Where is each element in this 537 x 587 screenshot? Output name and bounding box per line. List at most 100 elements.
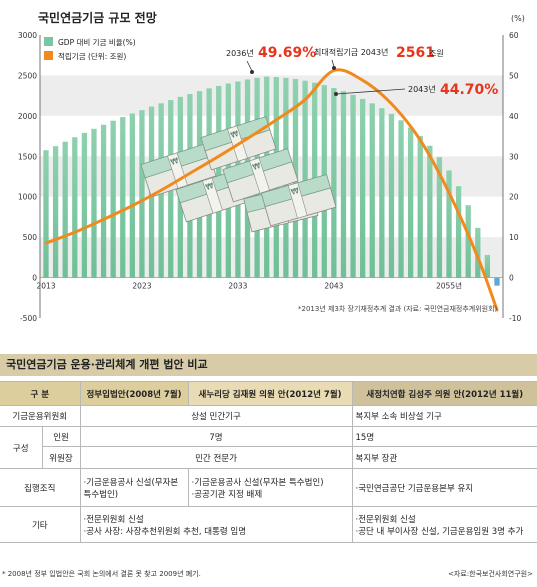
annotation-peak-value: 2561 — [396, 45, 435, 61]
bar — [62, 141, 68, 278]
bar — [81, 132, 88, 278]
legend-swatch-line — [44, 51, 53, 60]
bar — [331, 87, 337, 278]
bar — [407, 127, 414, 278]
right-tick-label: 40 — [509, 112, 519, 121]
bar — [360, 98, 366, 278]
right-tick-label: 60 — [509, 31, 519, 40]
x-axis: 2013 2023 2033 2043 2055년 — [36, 281, 462, 291]
bar — [302, 80, 308, 278]
bar — [379, 108, 385, 278]
won-sign: ₩ — [169, 156, 179, 167]
table-header: 구 분 — [0, 381, 81, 406]
table-row: 위원장 민간 전문가 복지부 장관 — [0, 446, 537, 469]
x-tick-label: 2013 — [36, 282, 55, 291]
legend: GDP 대비 기금 비율(%) 적립기금 (단위: 조원) — [44, 37, 136, 61]
row-label: 위원장 — [41, 446, 81, 469]
table-cell: 복지부 소속 비상설 기구 — [351, 405, 537, 427]
table-cell: ·기금운용공사 신설(무자본 특수법인) — [79, 468, 189, 507]
row-label: 기타 — [0, 506, 81, 543]
annotation-peak: 최대적립기금 2043년 2561 조원 — [314, 45, 444, 70]
table-row: 구성 인원 7명 15명 — [0, 426, 537, 469]
bar — [484, 254, 491, 278]
bar — [436, 157, 443, 278]
won-sign: ₩ — [204, 181, 214, 192]
bar — [398, 120, 404, 278]
table-header: 정부입법안(2008년 7월) — [79, 381, 189, 406]
bar — [139, 110, 145, 278]
annotation-peak-label: 최대적립기금 2043년 — [314, 47, 388, 57]
table-cell: 민간 전문가 — [79, 446, 353, 469]
table-title: 국민연금기금 운용·관리체계 개편 법안 비교 — [0, 354, 537, 376]
bar — [465, 205, 471, 278]
bar — [91, 128, 97, 278]
table-cell: 7명 — [79, 426, 353, 447]
left-tick-label: 2500 — [18, 71, 37, 80]
table-cell: ·전문위원회 신설 ·공사 사장: 사장추천위원회 추천, 대통령 임명 — [79, 506, 353, 543]
money-bundle: ₩ — [222, 148, 299, 203]
bundle-band — [202, 177, 223, 214]
legend-swatch-bar — [44, 37, 53, 46]
left-axis: 3000 2500 2000 1500 1000 500 0 -500 — [18, 31, 37, 323]
table-cell: 15명 — [351, 426, 537, 447]
bar — [350, 94, 356, 278]
row-label: 기금운용위원회 — [0, 405, 81, 427]
table-row: 집행조직 ·기금운용공사 신설(무자본 특수법인) ·기금운용공사 신설(무자본… — [0, 468, 537, 507]
right-tick-label: 10 — [509, 233, 519, 242]
left-tick-label: 3000 — [18, 31, 37, 40]
bar — [427, 145, 433, 278]
left-tick-label: 1500 — [18, 152, 37, 161]
x-tick-label: 2055년 — [436, 281, 462, 291]
grid-band — [40, 237, 503, 278]
money-bundle: ₩ — [200, 116, 277, 171]
table-source: <자료:한국보건사회연구원> — [448, 570, 533, 578]
left-tick-label: 1000 — [18, 193, 37, 202]
x-tick-label: 2043 — [324, 282, 343, 291]
won-sign: ₩ — [251, 161, 261, 172]
table-header-row: 구 분 정부입법안(2008년 7월) 새누리당 김재원 의원 안(2012년 … — [0, 381, 537, 406]
right-tick-label: 30 — [509, 152, 519, 161]
table-header: 새누리당 김재원 의원 안(2012년 7월) — [187, 381, 353, 406]
bar — [129, 113, 136, 278]
table-header: 새정치연합 김성주 의원 안(2012년 11월) — [351, 381, 537, 406]
right-tick-label: -10 — [509, 314, 521, 323]
grid-band — [40, 75, 503, 116]
legend-label-line: 적립기금 (단위: 조원) — [58, 51, 126, 61]
table-cell: 복지부 장관 — [351, 446, 537, 469]
chart-note: *2013년 제3차 장기재정추계 결과 (자료: 국민연금재정추계위원회) — [298, 305, 498, 313]
table-row: 기타 ·전문위원회 신설 ·공사 사장: 사장추천위원회 추천, 대통령 임명 … — [0, 506, 537, 543]
table-footnote: * 2008년 정부 입법안은 국회 논의에서 결론 못 찾고 2009년 폐기… — [2, 570, 201, 578]
bar — [494, 277, 500, 286]
table-cell: 상설 민간기구 — [79, 405, 353, 427]
bar — [388, 113, 395, 278]
annotation-2036-value: 49.69% — [258, 45, 316, 61]
grid-band — [40, 35, 503, 76]
right-axis-unit: (%) — [511, 14, 525, 23]
annotation-2043-label: 2043년 — [408, 84, 436, 94]
table-cell: ·기금운용공사 신설(무자본 특수법인) ·공공기관 지정 배제 — [187, 468, 353, 507]
bundle-band — [249, 157, 270, 194]
won-sign: ₩ — [290, 186, 300, 197]
annotation-2043-value: 44.70% — [440, 82, 498, 98]
left-tick-label: 500 — [23, 233, 38, 242]
left-tick-label: 2000 — [18, 112, 37, 121]
bar — [340, 91, 347, 278]
legend-label-bar: GDP 대비 기금 비율(%) — [58, 38, 136, 47]
fund-line — [44, 68, 499, 312]
table-row: 기금운용위원회 상설 민간기구 복지부 소속 비상설 기구 — [0, 405, 537, 427]
bar — [100, 124, 107, 278]
bar — [72, 137, 78, 278]
table-cell: ·국민연금공단 기금운용본부 유지 — [351, 468, 537, 507]
left-tick-label: -500 — [20, 314, 37, 323]
bar — [475, 227, 481, 278]
left-tick-label: 0 — [32, 274, 37, 283]
right-axis: 60 50 40 30 20 10 0 -10 — [509, 31, 521, 323]
x-tick-label: 2023 — [132, 282, 151, 291]
money-bundle: ₩ — [260, 173, 337, 227]
row-label: 인원 — [41, 426, 81, 447]
bar — [455, 186, 462, 278]
bar — [52, 146, 59, 278]
annotation-2036: 2036년 49.69% — [226, 45, 316, 74]
